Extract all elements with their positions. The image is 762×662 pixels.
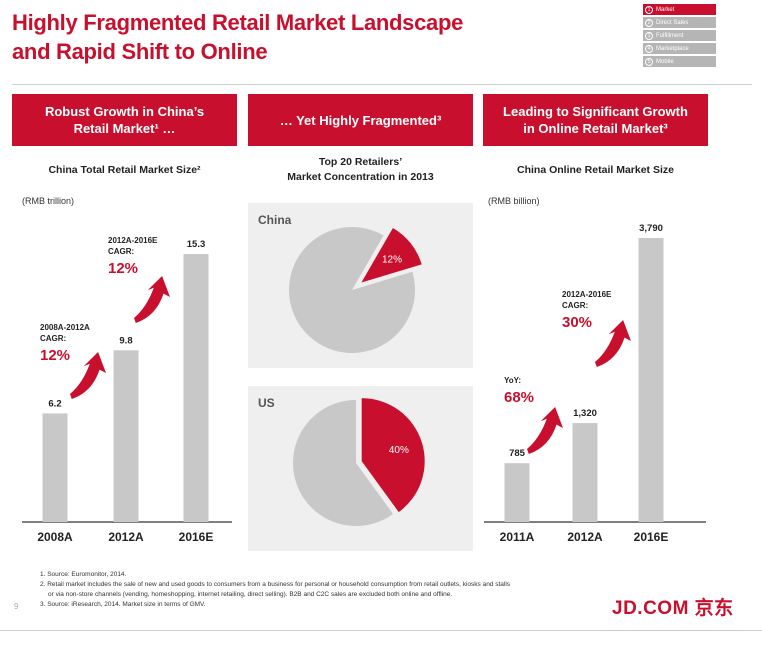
- nav-number-icon: 4: [645, 44, 653, 53]
- bar-2012A: [113, 350, 139, 522]
- pie-slice-rest: [289, 227, 416, 354]
- annotation-label: 2012A-2016E: [108, 236, 158, 245]
- x-tick-label: 2016E: [634, 530, 669, 544]
- brand-logo: JD.COM 京东: [612, 598, 734, 619]
- annotation-label: 2008A-2012A: [40, 323, 90, 332]
- pie-region-label: China: [258, 213, 292, 227]
- nav-item-label: Direct Sales: [656, 19, 689, 26]
- x-tick-label: 2012A: [108, 530, 144, 544]
- chart-subtitle-retail: China Total Retail Market Size²: [48, 164, 201, 176]
- nav-item-direct-sales[interactable]: 2 Direct Sales: [643, 17, 716, 28]
- nav-item-label: Mobile: [656, 58, 674, 65]
- growth-arrow-icon: [595, 320, 631, 368]
- unit-label-trillion: (RMB trillion): [22, 196, 75, 206]
- annotation-label: 2012A-2016E: [562, 290, 612, 299]
- panel-header-line-2: in Online Retail Market³: [523, 121, 668, 136]
- nav-item-mobile[interactable]: 5 Mobile: [643, 56, 716, 67]
- x-tick-label: 2008A: [37, 530, 73, 544]
- pie-slice-label: 40%: [389, 445, 409, 456]
- x-tick-label: 2011A: [500, 530, 535, 544]
- data-label: 6.2: [48, 398, 61, 409]
- nav-number-icon: 1: [645, 5, 653, 14]
- nav-item-market[interactable]: 1 Market: [643, 4, 716, 15]
- growth-arrow-icon: [70, 352, 106, 400]
- growth-arrow-icon: [134, 276, 170, 324]
- nav-number-icon: 3: [645, 31, 653, 40]
- footer-divider: [0, 630, 762, 631]
- header-divider: [12, 84, 752, 85]
- bar-2008A: [42, 413, 68, 522]
- chart-subtitle-online: China Online Retail Market Size: [517, 164, 674, 176]
- bar-2016E: [183, 254, 209, 522]
- nav-item-label: Marketplace: [656, 45, 689, 52]
- nav-item-marketplace[interactable]: 4 Marketplace: [643, 43, 716, 54]
- panel-header-fragmented: … Yet Highly Fragmented³: [248, 94, 473, 146]
- pie-slice-rest: [293, 400, 394, 527]
- data-label: 785: [509, 448, 526, 459]
- bar-2012A: [572, 423, 598, 522]
- title-line-1: Highly Fragmented Retail Market Landscap…: [12, 10, 464, 35]
- data-label: 9.8: [119, 335, 132, 346]
- footnote-2b: or via non-store channels (vending, home…: [48, 591, 453, 598]
- nav-item-label: Market: [656, 6, 675, 13]
- panel-header-retail-growth: Robust Growth in China’s Retail Market¹ …: [12, 94, 237, 146]
- nav-number-icon: 5: [645, 57, 653, 66]
- chart-subtitle-concentration: Top 20 Retailers’ Market Concentration i…: [248, 155, 473, 185]
- page-title: Highly Fragmented Retail Market Landscap…: [12, 8, 572, 66]
- bar-2011A: [504, 463, 530, 522]
- panel-header-line-2: Retail Market¹ …: [73, 121, 176, 136]
- pie-slice-top20: [361, 227, 422, 283]
- panel-header-online-growth: Leading to Significant Growth in Online …: [483, 94, 708, 146]
- data-label: 3,790: [639, 223, 663, 234]
- bar-2016E: [638, 238, 664, 522]
- footnote-2a: 2. Retail market includes the sale of ne…: [40, 581, 511, 588]
- pie-slice-top20: [361, 398, 425, 513]
- annotation-label: YoY:: [504, 376, 521, 385]
- footnote-3: 3. Source: iResearch, 2014. Market size …: [40, 601, 206, 608]
- annotation-value: 12%: [108, 260, 138, 277]
- footnote-1: 1. Source: Euromonitor, 2014.: [40, 571, 127, 578]
- unit-label-billion: (RMB billion): [488, 196, 540, 206]
- page-number: 9: [14, 602, 19, 611]
- nav-item-label: Fulfillment: [656, 32, 684, 39]
- annotation-label: CAGR:: [562, 301, 588, 310]
- panel-header-line-1: … Yet Highly Fragmented³: [279, 112, 442, 128]
- pie-slice-label: 12%: [382, 254, 402, 265]
- annotation-label: CAGR:: [108, 247, 134, 256]
- pie-panel-background: [248, 386, 473, 551]
- pie-region-label: US: [258, 396, 275, 410]
- footnotes: 1. Source: Euromonitor, 2014. 2. Retail …: [40, 570, 600, 610]
- panel-header-line-1: Robust Growth in China’s: [44, 104, 205, 119]
- data-label: 1,320: [573, 408, 597, 419]
- panel-header-line-1: Leading to Significant Growth: [503, 104, 688, 119]
- data-label: 15.3: [187, 239, 206, 250]
- annotation-value: 30%: [562, 314, 592, 331]
- growth-arrow-icon: [527, 407, 563, 455]
- x-tick-label: 2016E: [179, 530, 214, 544]
- nav-number-icon: 2: [645, 18, 653, 27]
- section-nav: 1 Market 2 Direct Sales 3 Fulfillment 4 …: [643, 4, 716, 69]
- subtitle-line-1: Top 20 Retailers’: [318, 156, 403, 168]
- nav-item-fulfillment[interactable]: 3 Fulfillment: [643, 30, 716, 41]
- subtitle-line-2: Market Concentration in 2013: [287, 171, 434, 183]
- annotation-value: 68%: [504, 389, 534, 406]
- annotation-label: CAGR:: [40, 334, 66, 343]
- title-line-2: and Rapid Shift to Online: [12, 39, 268, 64]
- x-tick-label: 2012A: [567, 530, 603, 544]
- annotation-value: 12%: [40, 347, 70, 364]
